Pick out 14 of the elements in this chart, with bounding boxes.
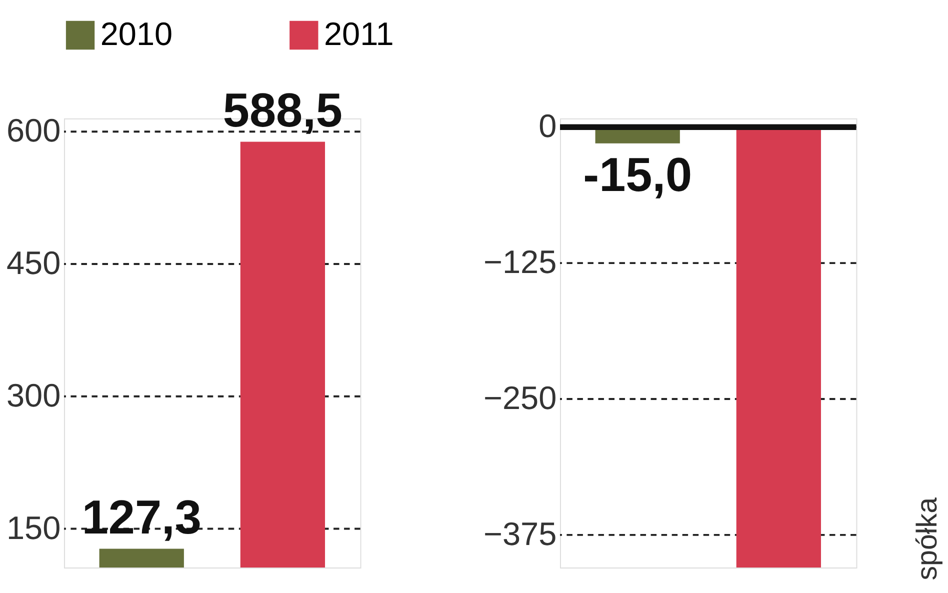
y-tick-label: 600 [6,112,61,149]
y-tick-label: 0 [538,108,557,144]
data-label: 588,5 [222,84,342,138]
y-tick-label: 450 [6,245,61,282]
y-tick-label: −375 [483,516,557,552]
y-tick-label: −250 [483,380,557,416]
legend-label: 2011 [324,16,394,52]
legend-label: 2010 [100,16,173,52]
y-tick-label: 300 [6,377,61,414]
data-label: 127,3 [82,491,202,544]
y-tick-label: −125 [483,244,557,280]
text: spółka [912,497,944,580]
y-tick-label: 150 [6,510,61,546]
data-label: -15,0 [583,149,692,202]
